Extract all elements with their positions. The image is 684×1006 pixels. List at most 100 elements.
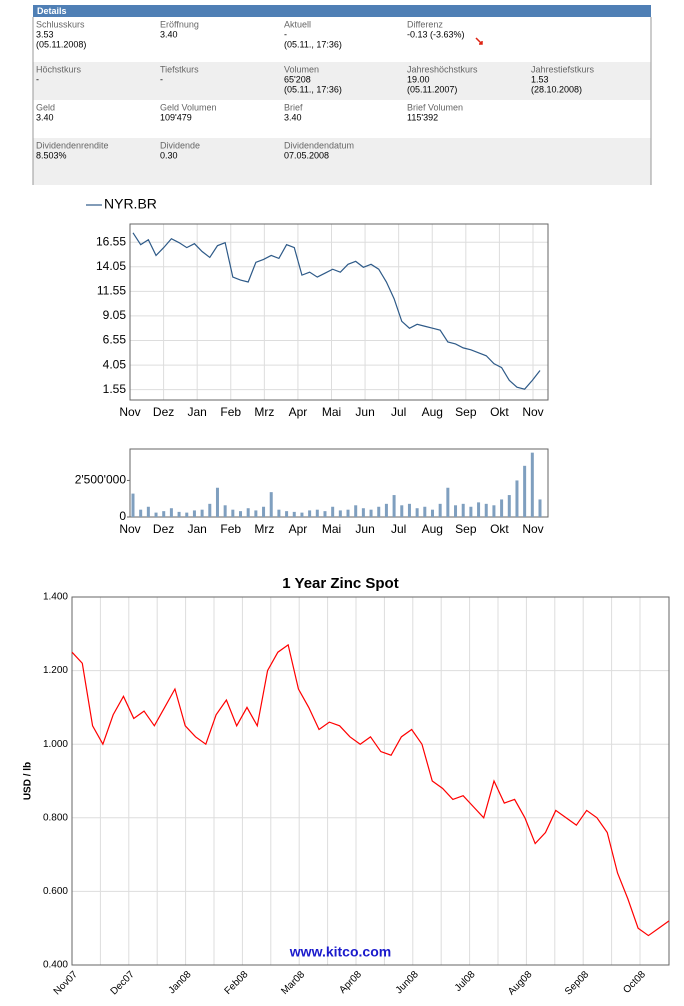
series-line [132,232,541,390]
bar [262,506,266,517]
cell-label: Brief [284,102,303,112]
details-header [33,5,651,17]
bar [200,509,204,517]
cell-label: Geld [36,102,55,112]
x-tick-label: Sep [455,405,477,419]
bar [139,509,143,517]
bar [269,492,273,517]
cell-value: 19.00 [407,74,430,84]
cell-value: 3.40 [36,112,54,122]
y-tick-label: 2'500'000 [75,473,127,487]
x-tick-label: Dez [153,522,174,536]
x-tick-label: Mrz [254,522,274,536]
bar [361,508,365,517]
bar [477,502,481,517]
bar [169,508,173,517]
bar [315,509,319,517]
bar [177,511,181,517]
y-tick-label: 11.55 [97,284,126,298]
x-tick-label: Apr [289,522,308,536]
x-tick-label: Apr08 [337,969,364,996]
cell-value: 8.503% [36,150,67,160]
legend-label: NYR.BR [104,196,157,212]
x-tick-label: Nov [119,405,140,419]
y-tick-label: 9.05 [103,308,127,322]
x-tick-label: Mar08 [279,969,307,997]
table-row-bg [33,138,651,185]
plot-border [71,596,670,966]
x-tick-label: Nov07 [52,969,81,998]
x-tick-label: Mrz [254,405,274,419]
x-tick-label: Apr [289,405,308,419]
bar [277,509,281,517]
x-tick-label: Aug [422,522,443,536]
bar [415,508,419,517]
details-title: Details [37,6,67,16]
x-tick-label: Nov [522,522,543,536]
bar [231,509,235,517]
y-tick-label: 4.05 [103,357,127,371]
bar [392,495,396,517]
bar [492,505,496,517]
y-tick-label: 1.55 [103,382,127,396]
cell-label: Tiefstkurs [160,64,199,74]
y-axis-label: USD / lb [23,762,34,800]
y-tick-label: 0.600 [43,886,68,897]
series-line [71,643,670,937]
cell-label: Aktuell [284,19,311,29]
y-tick-label: 0.400 [43,960,68,971]
bar [215,487,219,517]
bar [338,510,342,517]
bar [354,505,358,517]
x-tick-label: Sep08 [563,969,592,998]
y-tick-label: 14.05 [96,259,126,273]
y-tick-label: 16.55 [96,234,126,248]
bar [500,499,504,517]
bar [192,510,196,517]
bar [239,511,243,517]
x-tick-label: Jan [187,522,206,536]
bar [507,495,511,517]
bar [292,511,296,517]
x-tick-label: Sep [455,522,477,536]
x-tick-label: Okt [490,405,509,419]
bar [208,503,212,517]
cell-label: Dividendenrendite [36,140,109,150]
x-tick-label: Jul08 [453,969,478,994]
annotation: www.kitco.com [289,944,391,960]
bar [369,509,373,517]
bar [162,511,166,517]
x-tick-label: Jun08 [394,969,421,996]
bar [523,465,527,517]
x-tick-label: Jul [391,405,406,419]
table-row-bg [33,62,651,100]
bar [323,511,327,517]
cell-value: (05.11., 17:36) [284,84,342,94]
cell-value: - [284,29,287,39]
x-tick-label: Mai [322,522,341,536]
x-tick-label: Feb [220,522,241,536]
cell-value: 07.05.2008 [284,150,329,160]
cell-value: (28.10.2008) [531,84,582,94]
x-tick-label: Dez [153,405,174,419]
down-arrow-icon [475,37,483,45]
x-tick-label: Nov [119,522,140,536]
cell-label: Differenz [407,19,443,29]
bar [308,510,312,517]
cell-value: 3.53 [36,29,54,39]
cell-value: 109'479 [160,112,192,122]
x-tick-label: Jun [355,522,374,536]
cell-label: Volumen [284,64,319,74]
cell-value: 3.40 [160,29,178,39]
x-tick-label: Jul [391,522,406,536]
bar [254,510,258,517]
plot-border [129,223,549,401]
cell-value: 0.30 [160,150,178,160]
y-tick-label: 1.400 [43,592,68,603]
cell-value: -0.13 (-3.63%) [407,29,465,39]
cell-value: (05.11., 17:36) [284,39,342,49]
bar [331,506,335,517]
y-tick-label: 0.800 [43,812,68,823]
